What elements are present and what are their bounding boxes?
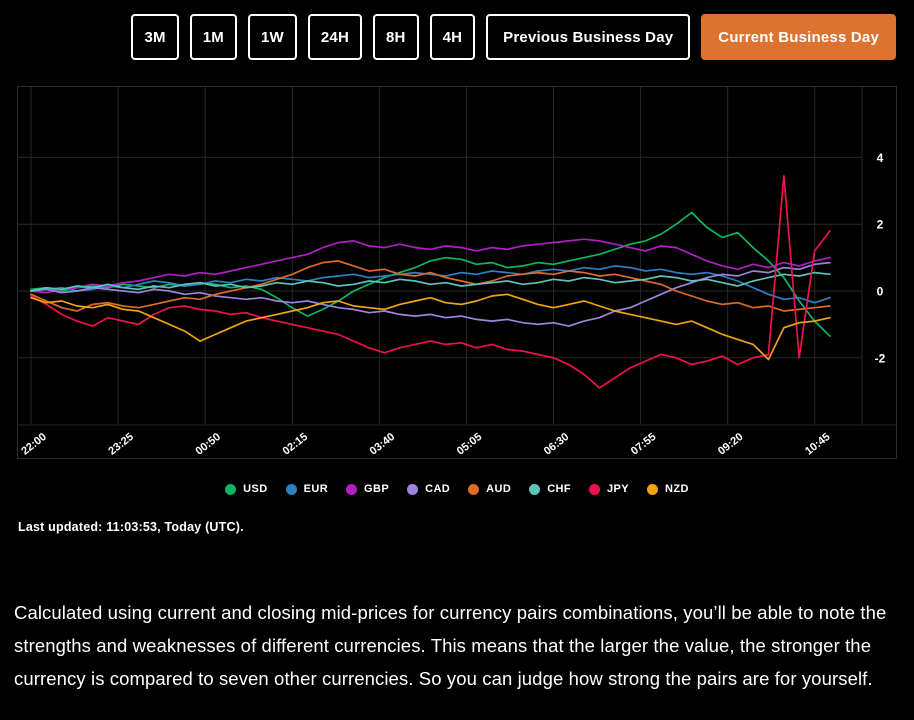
timeframe-8h-button[interactable]: 8H bbox=[373, 14, 419, 60]
current-business-day-button[interactable]: Current Business Day bbox=[701, 14, 896, 60]
legend-item-cad: CAD bbox=[407, 483, 450, 495]
legend-item-chf: CHF bbox=[529, 483, 571, 495]
legend-label: CHF bbox=[547, 483, 571, 495]
legend-dot-aud bbox=[468, 483, 480, 495]
x-tick-label: 05:05 bbox=[455, 431, 485, 458]
x-tick-label: 06:30 bbox=[542, 431, 572, 458]
last-updated-text: Last updated: 11:03:53, Today (UTC). bbox=[18, 520, 244, 534]
timeframe-24h-button[interactable]: 24H bbox=[307, 14, 363, 60]
y-tick-label: -2 bbox=[875, 351, 886, 365]
x-tick-label: 02:15 bbox=[281, 431, 311, 458]
legend-item-jpy: JPY bbox=[589, 483, 629, 495]
legend-dot-gbp bbox=[346, 483, 358, 495]
legend-label: USD bbox=[243, 483, 268, 495]
timeframe-3m-button[interactable]: 3M bbox=[131, 14, 179, 60]
legend-item-gbp: GBP bbox=[346, 483, 389, 495]
x-tick-label: 00:50 bbox=[193, 431, 223, 458]
legend-label: NZD bbox=[665, 483, 689, 495]
x-tick-label: 22:00 bbox=[19, 431, 49, 458]
y-tick-label: 4 bbox=[877, 151, 884, 165]
timeframe-1w-button[interactable]: 1W bbox=[247, 14, 297, 60]
legend-item-usd: USD bbox=[225, 483, 267, 495]
y-tick-label: 0 bbox=[877, 285, 884, 299]
legend-item-eur: EUR bbox=[285, 483, 329, 495]
x-tick-label: 07:55 bbox=[629, 431, 659, 458]
series-line-jpy bbox=[30, 174, 831, 389]
legend-label: CAD bbox=[425, 483, 451, 495]
legend-item-nzd: NZD bbox=[647, 483, 689, 495]
series-line-eur bbox=[30, 265, 831, 304]
series-line-usd bbox=[30, 211, 831, 337]
x-tick-label: 09:20 bbox=[716, 431, 746, 458]
legend-dot-cad bbox=[407, 483, 419, 495]
series-line-aud bbox=[30, 260, 831, 312]
legend-dot-eur bbox=[285, 483, 297, 495]
previous-business-day-button[interactable]: Previous Business Day bbox=[486, 14, 691, 60]
legend-label: JPY bbox=[607, 483, 629, 495]
timeframe-4h-button[interactable]: 4H bbox=[429, 14, 476, 60]
chart-legend: USD EUR GBP CAD AUD CHF JPY NZD bbox=[0, 483, 914, 495]
legend-label: GBP bbox=[364, 483, 390, 495]
x-tick-label: 10:45 bbox=[803, 431, 833, 458]
legend-label: EUR bbox=[303, 483, 329, 495]
timeframe-1m-button[interactable]: 1M bbox=[189, 14, 237, 60]
chart-panel: 22:00 23:25 00:50 02:15 03:40 05:05 06:30 07:55… bbox=[17, 86, 897, 459]
legend-dot-jpy bbox=[589, 483, 600, 495]
description-text: Calculated using current and closing mid… bbox=[14, 602, 887, 689]
legend-item-aud: AUD bbox=[468, 483, 511, 495]
legend-dot-usd bbox=[225, 483, 237, 495]
legend-dot-chf bbox=[529, 483, 541, 495]
series-line-gbp bbox=[30, 238, 831, 294]
legend-dot-nzd bbox=[647, 483, 658, 495]
legend-label: AUD bbox=[486, 483, 512, 495]
timeframe-toolbar: 3M 1M 1W 24H 8H 4H Previous Business Day… bbox=[0, 0, 914, 60]
series-line-nzd bbox=[30, 293, 831, 361]
currency-strength-chart[interactable]: 22:00 23:25 00:50 02:15 03:40 05:05 06:30 07:55… bbox=[18, 87, 896, 458]
x-tick-label: 03:40 bbox=[368, 431, 398, 458]
y-tick-label: 2 bbox=[877, 218, 884, 232]
series-line-chf bbox=[30, 271, 831, 292]
x-tick-label: 23:25 bbox=[106, 431, 136, 458]
